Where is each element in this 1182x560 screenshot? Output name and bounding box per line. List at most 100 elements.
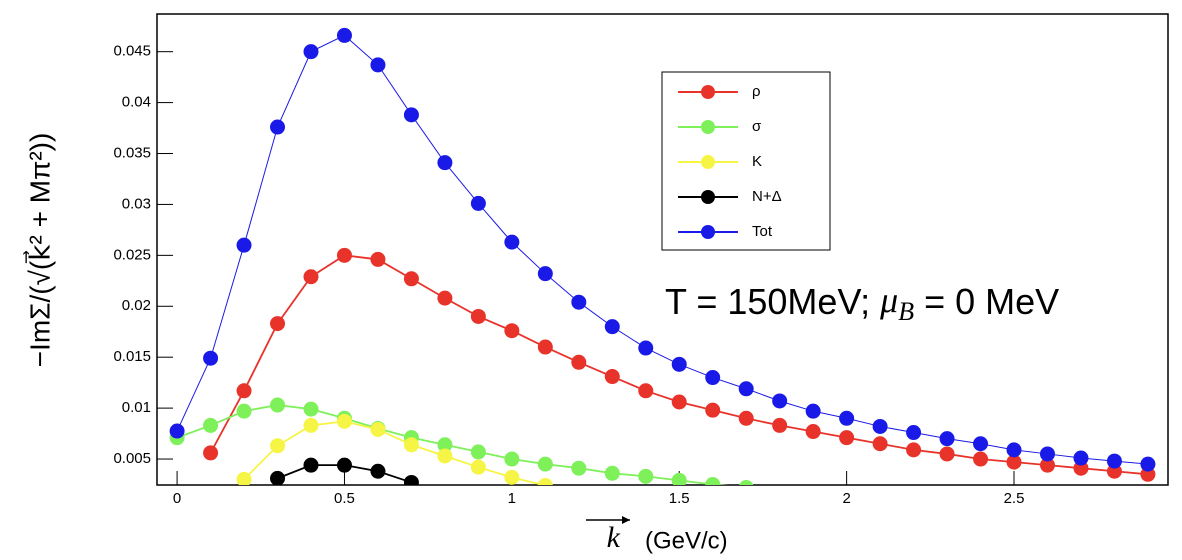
data-point xyxy=(638,340,654,356)
data-point xyxy=(336,247,352,263)
data-point xyxy=(1039,457,1055,473)
data-point xyxy=(270,119,286,135)
data-point xyxy=(537,478,553,485)
y-tick-label: 0.005 xyxy=(113,450,151,467)
data-point xyxy=(437,155,453,171)
data-point xyxy=(336,413,352,429)
data-point xyxy=(203,417,219,433)
legend-label: K xyxy=(752,153,762,170)
y-tick-label: 0.015 xyxy=(113,348,151,365)
data-point xyxy=(403,474,419,485)
legend-marker xyxy=(701,155,715,169)
data-point xyxy=(370,421,386,437)
data-point xyxy=(370,57,386,73)
data-point xyxy=(604,319,620,335)
data-point xyxy=(537,266,553,282)
data-point xyxy=(571,354,587,370)
data-point xyxy=(504,469,520,485)
data-point xyxy=(370,463,386,479)
y-tick-label: 0.045 xyxy=(113,43,151,60)
data-point xyxy=(571,460,587,476)
data-point xyxy=(270,470,286,485)
data-point xyxy=(403,107,419,123)
data-point xyxy=(705,370,721,386)
data-point xyxy=(203,445,219,461)
data-point xyxy=(470,195,486,211)
data-point xyxy=(236,403,252,419)
data-point xyxy=(236,383,252,399)
data-point xyxy=(437,437,453,453)
data-point xyxy=(839,430,855,446)
data-point xyxy=(571,294,587,310)
data-point xyxy=(236,471,252,485)
x-tick-label: 2.5 xyxy=(1004,490,1025,507)
data-point xyxy=(537,456,553,472)
data-point xyxy=(738,410,754,426)
data-point xyxy=(504,234,520,250)
annotation: T = 150MeV; μB = 0 MeV xyxy=(665,280,1059,331)
data-point xyxy=(839,410,855,426)
plot-frame xyxy=(156,13,1169,486)
x-tick-label: 1 xyxy=(508,490,516,507)
data-point xyxy=(403,271,419,287)
plot-area xyxy=(169,27,1156,485)
annotation-suffix: = 0 MeV xyxy=(924,281,1059,322)
data-point xyxy=(203,350,219,366)
data-point xyxy=(805,403,821,419)
annotation-prefix: T = 150MeV; xyxy=(665,281,870,322)
data-point xyxy=(705,402,721,418)
x-tick-label: 2 xyxy=(842,490,850,507)
data-point xyxy=(370,251,386,267)
data-point xyxy=(270,438,286,454)
y-tick-label: 0.02 xyxy=(122,297,151,314)
data-point xyxy=(872,418,888,434)
data-point xyxy=(973,451,989,467)
data-point xyxy=(739,480,754,485)
data-point xyxy=(906,442,922,458)
data-point xyxy=(1006,442,1022,458)
data-point xyxy=(671,356,687,372)
legend-label: Tot xyxy=(752,223,773,240)
data-point xyxy=(336,27,352,43)
legend-marker xyxy=(701,120,715,134)
y-tick-label: 0.03 xyxy=(122,195,151,212)
x-tick-label: 0.5 xyxy=(334,490,355,507)
x-axis-label-vector: k xyxy=(607,521,621,554)
data-point xyxy=(303,44,319,60)
data-point xyxy=(303,417,319,433)
data-point xyxy=(1073,450,1089,466)
data-point xyxy=(303,457,319,473)
data-point xyxy=(1140,456,1156,472)
data-point xyxy=(270,397,286,413)
data-point xyxy=(604,465,620,481)
data-point xyxy=(1106,453,1122,469)
y-tick-label: 0.035 xyxy=(113,144,151,161)
x-tick-label: 1.5 xyxy=(669,490,690,507)
data-point xyxy=(403,437,419,453)
legend-label: N+Δ xyxy=(752,188,782,205)
series-line xyxy=(176,404,729,485)
annotation-symbol: μ xyxy=(879,280,898,320)
data-point xyxy=(638,383,654,399)
data-point xyxy=(504,451,520,467)
data-point xyxy=(470,308,486,324)
data-point xyxy=(470,444,486,460)
annotation-subscript: B xyxy=(898,297,914,326)
data-point xyxy=(805,424,821,440)
legend-label: σ xyxy=(752,118,762,135)
data-point xyxy=(738,381,754,397)
data-point xyxy=(470,459,486,475)
data-point xyxy=(638,468,654,484)
y-axis-label: −ImΣ/(√(k⃗² + Mπ²)) xyxy=(22,133,55,368)
x-axis-label-unit: (GeV/c) xyxy=(645,527,728,554)
x-tick-label: 0 xyxy=(173,490,181,507)
data-point xyxy=(504,323,520,339)
data-point xyxy=(303,401,319,417)
data-point xyxy=(772,393,788,409)
data-point xyxy=(973,436,989,452)
data-point xyxy=(537,339,553,355)
data-point xyxy=(270,316,286,332)
legend-label: ρ xyxy=(752,83,761,100)
legend-marker xyxy=(701,85,715,99)
